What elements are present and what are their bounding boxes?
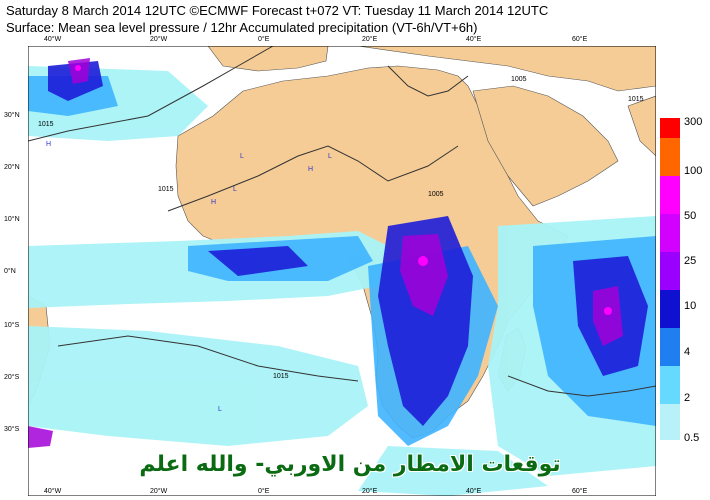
lon-label-bottom: 0°E <box>258 488 270 495</box>
lon-label-top: 40°E <box>466 36 482 43</box>
weather-map: 1015 1015 1005 1005 1015 1015 H L L H L … <box>28 46 656 496</box>
colorbar-swatch <box>660 328 680 366</box>
lon-label-top: 40°W <box>44 36 62 43</box>
forecast-subtitle: Surface: Mean sea level pressure / 12hr … <box>6 20 478 35</box>
lat-label: 20°S <box>4 374 20 381</box>
pressure-mark: L <box>233 186 237 193</box>
lon-label-top: 60°E <box>572 36 588 43</box>
colorbar-label: 4 <box>684 346 691 358</box>
forecast-title: Saturday 8 March 2014 12UTC ©ECMWF Forec… <box>6 3 549 18</box>
colorbar-swatch <box>660 138 680 176</box>
isobar-label: 1005 <box>428 191 444 198</box>
colorbar-label: 10 <box>684 300 697 312</box>
lat-label: 30°S <box>4 426 20 433</box>
pressure-mark: L <box>240 153 244 160</box>
isobar-label: 1015 <box>628 96 644 103</box>
colorbar-swatch <box>660 214 680 252</box>
colorbar-swatch <box>660 404 680 440</box>
colorbar-label: 50 <box>684 210 697 222</box>
colorbar-swatch <box>660 252 680 290</box>
lon-label-top: 20°E <box>362 36 378 43</box>
lat-label: 0°N <box>4 268 16 275</box>
colorbar-swatch <box>660 290 680 328</box>
precipitation-intense <box>28 58 623 448</box>
india-landmass <box>627 95 656 157</box>
pressure-mark: L <box>328 153 332 160</box>
arabic-caption: توقعات الامطار من الاوربي- والله اعلم <box>139 452 561 477</box>
isobar-label: 1005 <box>511 76 527 83</box>
isobar-label: 1015 <box>158 186 174 193</box>
lon-label-bottom: 20°E <box>362 488 378 495</box>
colorbar-label: 0.5 <box>684 432 700 444</box>
lon-label-top: 20°W <box>150 36 168 43</box>
colorbar-swatch <box>660 118 680 138</box>
lon-label-bottom: 20°W <box>150 488 168 495</box>
colorbar-label: 2 <box>684 392 691 404</box>
precipitation-colorbar <box>660 118 680 440</box>
colorbar-label: 25 <box>684 255 697 267</box>
arabia-landmass <box>472 85 619 207</box>
lon-label-top: 0°E <box>258 36 270 43</box>
lat-label: 20°N <box>4 164 20 171</box>
lon-label-bottom: 60°E <box>572 488 588 495</box>
pressure-mark: H <box>46 141 51 148</box>
pressure-mark: L <box>218 406 222 413</box>
colorbar-label: 100 <box>684 165 703 177</box>
lon-label-bottom: 40°W <box>44 488 62 495</box>
header: Saturday 8 March 2014 12UTC ©ECMWF Forec… <box>6 2 706 36</box>
map-canvas: 1015 1015 1005 1005 1015 1015 H L L H L … <box>28 46 656 496</box>
pressure-mark: H <box>308 166 313 173</box>
precipitation-extreme <box>75 65 612 315</box>
pressure-mark: H <box>211 199 216 206</box>
lat-label: 10°S <box>4 322 20 329</box>
lon-label-bottom: 40°E <box>466 488 482 495</box>
isobar-label: 1015 <box>38 121 54 128</box>
lat-label: 30°N <box>4 112 20 119</box>
europe-landmass <box>207 46 656 92</box>
lat-label: 10°N <box>4 216 20 223</box>
colorbar-swatch <box>660 366 680 404</box>
isobar-label: 1015 <box>273 373 289 380</box>
isobars <box>28 46 656 397</box>
colorbar-label: 300 <box>684 116 703 128</box>
colorbar-swatch <box>660 176 680 214</box>
